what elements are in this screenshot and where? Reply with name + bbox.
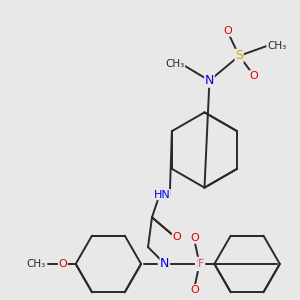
Text: HN: HN [154,190,170,200]
Text: O: O [190,233,199,243]
Text: O: O [223,26,232,36]
Text: CH₃: CH₃ [27,259,46,269]
Text: CH₃: CH₃ [165,59,185,69]
Text: O: O [190,285,199,295]
Text: S: S [235,50,243,62]
Text: N: N [205,74,214,87]
Text: CH₃: CH₃ [267,41,286,51]
Text: N: N [160,257,170,270]
Text: O: O [172,232,181,242]
Text: F: F [198,259,205,269]
Text: S: S [196,257,203,270]
Text: O: O [58,259,67,269]
Text: O: O [250,71,258,81]
